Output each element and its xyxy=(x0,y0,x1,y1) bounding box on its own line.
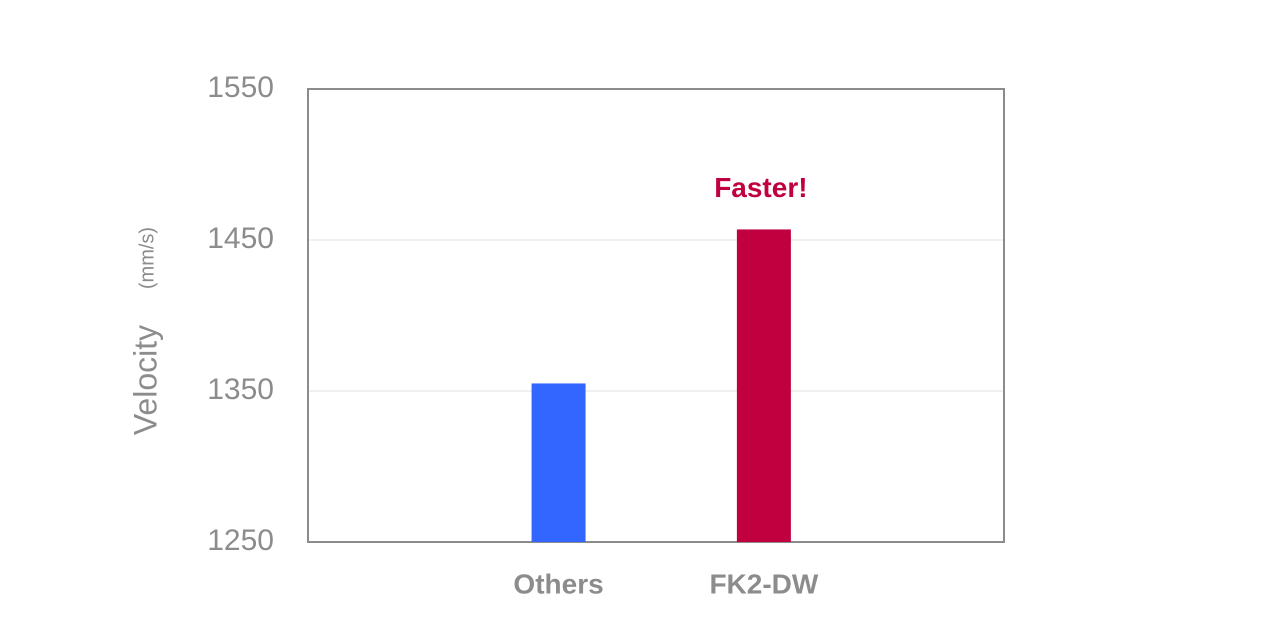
annotation: Faster! xyxy=(714,172,807,203)
y-unit: (mm/s) xyxy=(136,227,158,289)
x-tick-label: Others xyxy=(513,568,603,599)
y-tick-label: 1250 xyxy=(207,524,274,557)
bar xyxy=(531,383,586,542)
y-tick-label: 1550 xyxy=(207,71,274,104)
bar xyxy=(736,229,791,542)
plot-frame xyxy=(307,88,1005,543)
y-axis-title: Velocity (mm/s) xyxy=(127,227,163,435)
y-label: Velocity xyxy=(127,325,163,435)
x-tick-label: FK2-DW xyxy=(709,568,818,599)
y-tick-label: 1350 xyxy=(207,373,274,406)
y-tick-label: 1450 xyxy=(207,222,274,255)
